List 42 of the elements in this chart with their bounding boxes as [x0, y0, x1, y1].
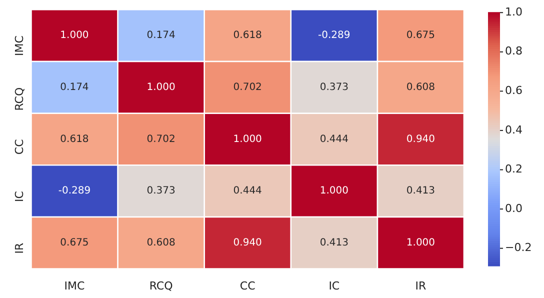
data-label: 1.000: [60, 30, 89, 42]
color-bar-label: −0.2: [505, 241, 532, 254]
data-label: 0.940: [406, 134, 436, 145]
data-label: 0.174: [60, 82, 89, 93]
data-label: 1.000: [406, 237, 436, 248]
x-tick-label: RCQ: [149, 279, 174, 292]
data-label: -0.289: [318, 30, 350, 42]
data-label: 1.000: [320, 186, 348, 197]
data-label: 0.675: [406, 30, 436, 42]
data-label: 0.608: [146, 237, 176, 248]
color-bar-label: 1.0: [505, 5, 522, 18]
data-label: 0.675: [60, 237, 89, 248]
data-label: 0.618: [233, 30, 262, 42]
data-label: 0.444: [233, 186, 262, 197]
data-label: 0.608: [406, 82, 436, 93]
data-label: 0.702: [233, 82, 262, 93]
data-label: 0.702: [146, 134, 176, 145]
color-bar-label: 0.8: [505, 44, 522, 58]
data-label: -0.289: [58, 186, 91, 197]
x-tick-label: IC: [328, 279, 340, 292]
color-bar-label: 0.0: [505, 202, 522, 215]
y-tick-label: RCQ: [13, 87, 26, 111]
data-label: 0.413: [406, 186, 436, 197]
x-tick-label: CC: [240, 279, 256, 292]
color-bar-label: 0.6: [505, 84, 522, 98]
x-tick-label: IMC: [64, 279, 86, 292]
data-label: 0.940: [233, 237, 262, 248]
y-tick-label: CC: [13, 138, 26, 155]
y-tick-label: IC: [13, 190, 26, 202]
data-label: 0.444: [320, 134, 348, 145]
color-bar-label: 0.4: [505, 123, 522, 136]
data-label: 0.618: [60, 134, 89, 145]
y-tick-label: IR: [13, 242, 26, 254]
y-tick-label: IMC: [13, 35, 26, 56]
data-label: 0.413: [320, 237, 348, 248]
data-label: 0.174: [146, 30, 176, 42]
data-label: 0.373: [320, 82, 348, 93]
data-label: 0.373: [146, 186, 176, 197]
color-bar-label: 0.2: [505, 162, 522, 176]
data-label: 1.000: [146, 82, 176, 93]
data-label: 1.000: [233, 134, 262, 145]
x-tick-label: IR: [415, 279, 427, 292]
